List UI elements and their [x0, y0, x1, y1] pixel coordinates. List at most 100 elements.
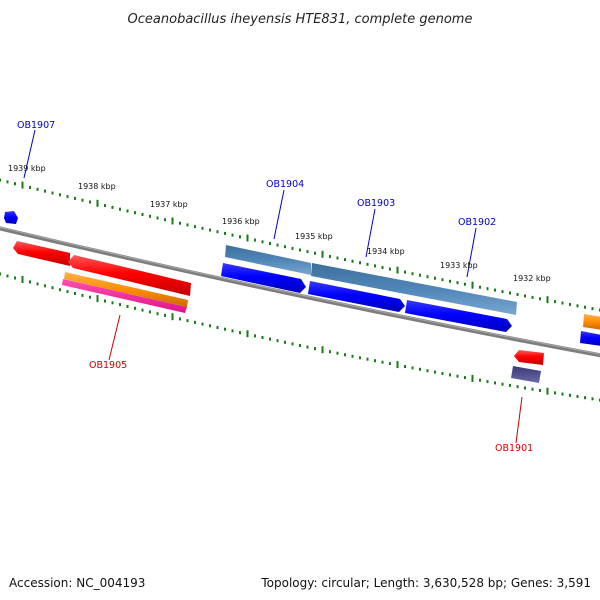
gene-feature[interactable] — [13, 241, 70, 266]
minor-tick — [269, 337, 271, 341]
gene-feature[interactable] — [64, 272, 188, 307]
minor-tick — [59, 288, 61, 292]
minor-tick — [186, 223, 189, 227]
minor-tick — [104, 299, 106, 303]
gene-feature[interactable] — [225, 245, 311, 275]
minor-tick — [381, 360, 384, 364]
minor-tick — [554, 300, 556, 304]
minor-tick — [66, 195, 69, 199]
minor-tick — [261, 336, 264, 339]
minor-tick — [164, 218, 166, 222]
minor-tick — [119, 207, 121, 211]
minor-tick — [351, 354, 354, 358]
minor-tick — [569, 302, 571, 306]
gene-feature[interactable] — [405, 300, 512, 332]
accession-text: Accession: NC_004193 — [9, 576, 146, 590]
gene-feature[interactable] — [514, 350, 544, 365]
tick-labels: 1939 kbp 1938 kbp 1937 kbp 1936 kbp 1935… — [8, 164, 551, 283]
major-tick — [471, 281, 474, 289]
gene-label-ob1904[interactable]: OB1904 — [266, 179, 304, 190]
minor-tick — [239, 235, 241, 239]
gene-feature[interactable] — [221, 263, 306, 293]
gene-feature[interactable] — [308, 281, 405, 312]
minor-tick — [524, 294, 526, 298]
minor-tick — [104, 204, 106, 208]
minor-tick — [299, 344, 301, 347]
minor-tick — [201, 322, 204, 326]
minor-tick — [366, 262, 369, 266]
minor-tick — [344, 353, 346, 357]
gene-feature[interactable] — [68, 255, 191, 296]
gene-feature[interactable] — [4, 211, 18, 224]
minor-tick — [419, 367, 421, 371]
minor-tick — [81, 198, 84, 202]
minor-tick — [261, 240, 264, 244]
minor-tick — [111, 205, 114, 209]
tick-tracks — [0, 178, 600, 402]
minor-tick — [134, 306, 136, 310]
minor-tick — [276, 243, 279, 247]
gene-label-ob1901[interactable]: OB1901 — [495, 443, 533, 454]
minor-tick — [449, 373, 451, 377]
gene-feature[interactable] — [583, 314, 600, 330]
minor-tick — [89, 200, 91, 204]
gene-label-ob1903[interactable]: OB1903 — [357, 198, 395, 209]
minor-tick — [6, 274, 9, 278]
tick-label: 1933 kbp — [440, 261, 478, 270]
major-tick — [96, 199, 99, 207]
gene-label-ob1902[interactable]: OB1902 — [458, 217, 496, 228]
minor-tick — [216, 326, 219, 329]
minor-tick — [254, 238, 256, 242]
minor-tick — [269, 242, 271, 245]
gene-feature[interactable] — [311, 263, 517, 315]
minor-tick — [516, 385, 519, 389]
major-tick — [321, 346, 324, 354]
gene-label-ob1905[interactable]: OB1905 — [89, 360, 127, 371]
minor-tick — [36, 282, 39, 286]
gene-feature[interactable] — [511, 366, 541, 383]
minor-tick — [404, 270, 406, 274]
minor-tick — [156, 216, 159, 220]
minor-tick — [209, 324, 211, 328]
minor-tick — [66, 290, 69, 294]
minor-tick — [479, 378, 481, 382]
tick-label: 1934 kbp — [367, 247, 405, 256]
minor-tick — [36, 187, 39, 191]
minor-tick — [374, 264, 376, 268]
gene-label-ob1907[interactable]: OB1907 — [17, 120, 55, 131]
minor-tick — [524, 386, 526, 390]
minor-tick — [231, 329, 234, 333]
minor-tick — [14, 276, 16, 280]
minor-tick — [164, 313, 166, 317]
minor-tick — [411, 272, 414, 276]
minor-tick — [239, 331, 241, 335]
minor-tick — [584, 396, 586, 400]
tick-label: 1939 kbp — [8, 164, 46, 173]
minor-tick — [89, 295, 91, 299]
tick-label: 1932 kbp — [513, 274, 551, 283]
minor-tick — [516, 293, 519, 296]
chart-title: Oceanobacillus iheyensis HTE831, complet… — [128, 12, 473, 27]
minor-tick — [254, 334, 256, 338]
minor-tick — [509, 383, 511, 387]
minor-tick — [0, 178, 1, 182]
minor-tick — [156, 312, 159, 316]
major-tick — [246, 330, 249, 338]
major-tick — [396, 361, 399, 369]
minor-tick — [576, 304, 579, 308]
gene-features — [4, 211, 600, 383]
minor-tick — [509, 291, 511, 295]
minor-tick — [389, 267, 391, 271]
minor-tick — [381, 266, 384, 269]
minor-tick — [591, 307, 594, 311]
major-tick — [171, 217, 174, 225]
gene-feature[interactable] — [580, 331, 600, 346]
minor-tick — [449, 279, 451, 283]
minor-tick — [374, 359, 376, 363]
gene-feature[interactable] — [62, 279, 187, 313]
minor-tick — [456, 374, 459, 378]
minor-tick — [231, 233, 234, 237]
minor-tick — [539, 297, 541, 301]
minor-tick — [51, 286, 54, 290]
major-tick — [546, 296, 549, 304]
